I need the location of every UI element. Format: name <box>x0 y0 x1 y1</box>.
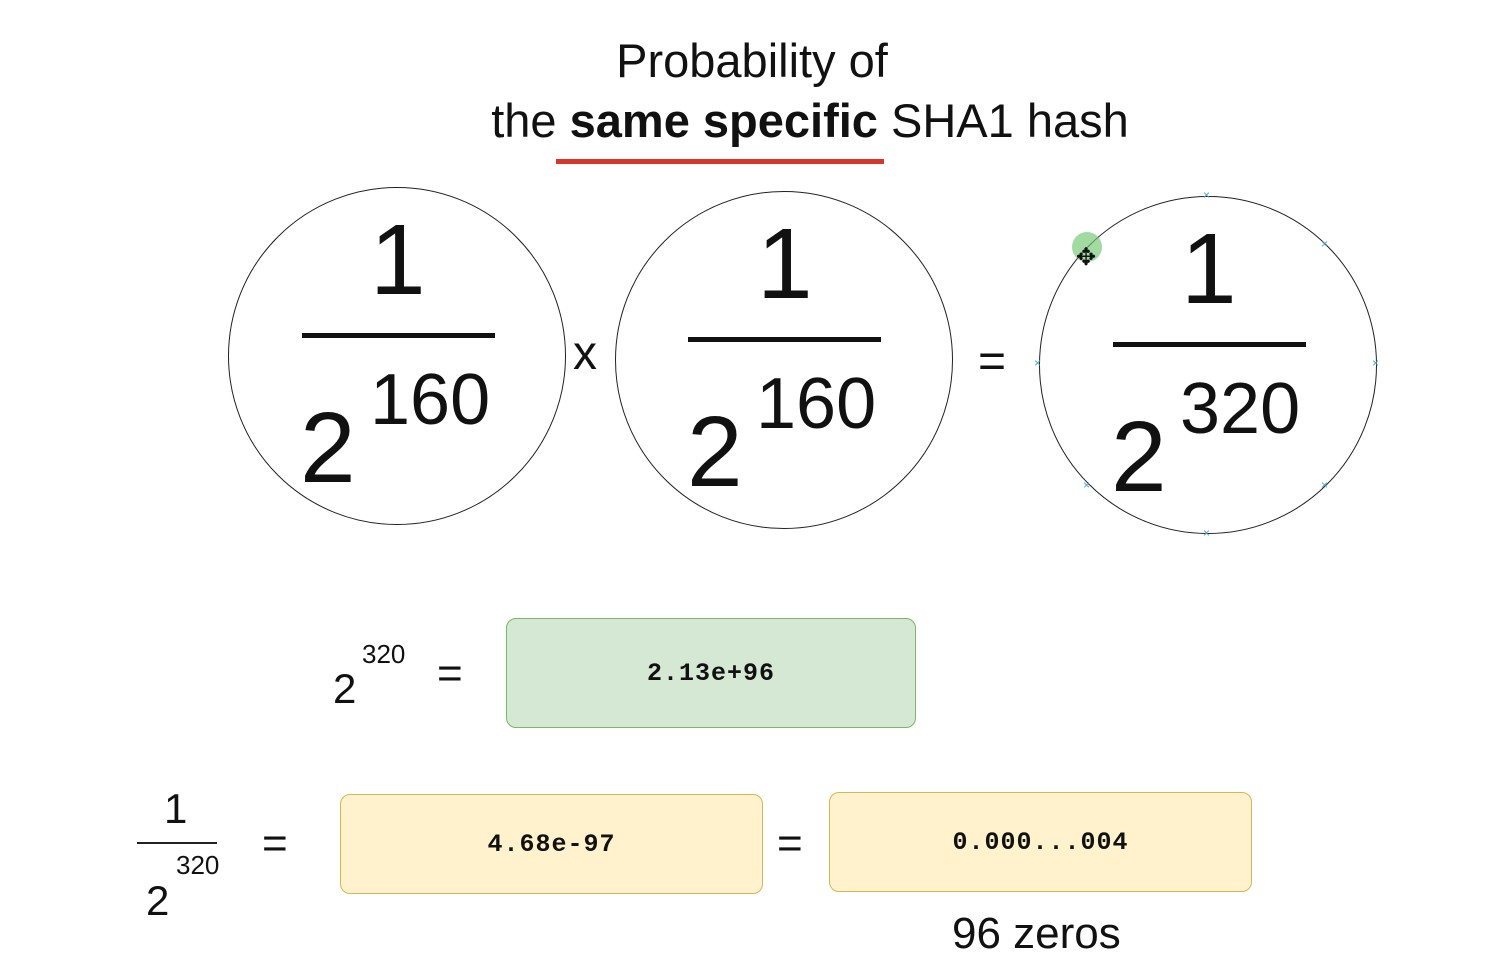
emphasis-underline <box>556 159 884 164</box>
fraction-middle-exponent: 160 <box>756 364 877 444</box>
selection-handle-right[interactable]: × <box>1372 356 1380 370</box>
expanded-value-box[interactable]: 0.000...004 <box>829 792 1252 892</box>
fraction-circle-right[interactable] <box>1039 196 1377 534</box>
power-equals: = <box>437 649 463 698</box>
reciprocal-exponent: 320 <box>176 850 220 880</box>
fraction-left-exponent: 160 <box>370 360 491 440</box>
fraction-circle-middle[interactable] <box>615 191 953 529</box>
reciprocal-equals-2: = <box>777 819 803 868</box>
fraction-middle-base: 2 <box>687 396 743 508</box>
reciprocal-value-box[interactable]: 4.68e-97 <box>340 794 763 894</box>
selection-handle-bottom-right[interactable]: × <box>1321 478 1329 492</box>
expanded-value: 0.000...004 <box>952 827 1129 857</box>
selection-handle-top-right[interactable]: × <box>1321 237 1329 251</box>
fraction-middle-bar <box>688 337 881 342</box>
selection-handle-bottom[interactable]: × <box>1203 526 1211 540</box>
reciprocal-base: 2 <box>146 877 170 924</box>
reciprocal-value: 4.68e-97 <box>487 829 616 859</box>
move-cursor-icon: ✥ <box>1076 244 1097 271</box>
zeros-note: 96 zeros <box>952 909 1121 958</box>
title-post: SHA1 hash <box>891 94 1129 147</box>
times-operator: x <box>573 327 597 380</box>
title-emphasis: same specific <box>569 94 878 147</box>
fraction-middle-numerator: 1 <box>757 208 813 320</box>
selection-handle-bottom-left[interactable]: × <box>1083 478 1091 492</box>
title-line-2: the same specific SHA1 hash <box>0 97 1504 144</box>
fraction-right-base: 2 <box>1111 401 1167 513</box>
title-line-1: Probability of <box>616 34 888 87</box>
power-exponent: 320 <box>362 639 406 669</box>
fraction-left-bar <box>302 333 495 338</box>
reciprocal-equals-1: = <box>262 819 288 868</box>
fraction-circle-left[interactable] <box>228 187 566 525</box>
power-value: 2.13e+96 <box>646 658 776 688</box>
fraction-left-base: 2 <box>300 392 356 504</box>
fraction-right-numerator: 1 <box>1181 213 1237 325</box>
equals-operator: = <box>978 335 1007 388</box>
reciprocal-bar <box>137 842 217 844</box>
fraction-left-numerator: 1 <box>370 204 426 316</box>
selection-handle-left[interactable]: × <box>1034 356 1042 370</box>
reciprocal-numerator: 1 <box>164 785 188 832</box>
selection-handle-top[interactable]: × <box>1203 188 1211 202</box>
cursor-highlight <box>1072 232 1102 262</box>
power-base: 2 <box>333 665 357 712</box>
title-pre: the <box>491 94 557 147</box>
fraction-right-exponent: 320 <box>1180 369 1301 449</box>
power-value-box[interactable]: 2.13e+96 <box>506 618 916 728</box>
fraction-right-bar <box>1113 342 1306 347</box>
